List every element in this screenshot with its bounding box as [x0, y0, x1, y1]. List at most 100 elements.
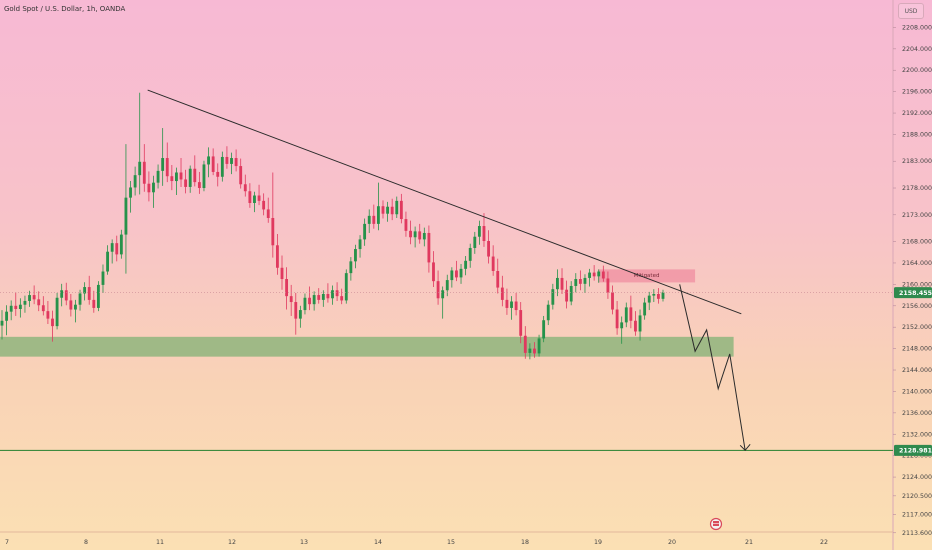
candle[interactable] — [643, 297, 647, 320]
candle[interactable] — [372, 204, 376, 229]
candle[interactable] — [459, 264, 463, 284]
candle[interactable] — [69, 294, 73, 317]
candle[interactable] — [482, 213, 486, 247]
candle[interactable] — [138, 92, 142, 195]
candle[interactable] — [225, 146, 229, 169]
candle[interactable] — [473, 231, 477, 254]
candle[interactable] — [248, 183, 252, 208]
candle[interactable] — [528, 343, 532, 360]
currency-selector[interactable]: USD — [898, 3, 924, 19]
candle[interactable] — [234, 149, 238, 172]
candle[interactable] — [32, 285, 36, 305]
candle[interactable] — [9, 300, 13, 321]
candle[interactable] — [583, 274, 587, 293]
candle[interactable] — [611, 285, 614, 315]
candle[interactable] — [505, 288, 509, 315]
candle[interactable] — [427, 225, 431, 273]
candle[interactable] — [60, 283, 64, 307]
candle[interactable] — [340, 288, 344, 305]
candle[interactable] — [620, 316, 624, 344]
candle[interactable] — [14, 292, 18, 316]
descending-trendline[interactable] — [147, 89, 742, 315]
candle[interactable] — [285, 267, 289, 310]
candle[interactable] — [418, 223, 422, 244]
candle[interactable] — [542, 315, 546, 343]
candle[interactable] — [165, 142, 169, 183]
candle[interactable] — [243, 174, 247, 197]
candle[interactable] — [634, 311, 637, 336]
candle[interactable] — [96, 281, 100, 312]
candle[interactable] — [363, 218, 367, 246]
candle[interactable] — [275, 234, 279, 275]
candle[interactable] — [455, 260, 458, 282]
candle[interactable] — [358, 235, 362, 258]
candle[interactable] — [390, 198, 394, 221]
candle[interactable] — [161, 128, 165, 186]
candle[interactable] — [271, 172, 275, 258]
candle[interactable] — [253, 191, 256, 213]
candle[interactable] — [624, 302, 628, 328]
candle[interactable] — [496, 258, 500, 294]
candle[interactable] — [436, 270, 440, 305]
candle[interactable] — [638, 309, 642, 341]
candle[interactable] — [119, 229, 123, 259]
candle[interactable] — [514, 292, 518, 316]
candle[interactable] — [124, 144, 128, 274]
candle[interactable] — [422, 227, 426, 247]
candle[interactable] — [175, 167, 178, 195]
candle[interactable] — [432, 251, 435, 288]
candle[interactable] — [64, 282, 68, 306]
candle[interactable] — [546, 300, 550, 326]
candle[interactable] — [556, 269, 559, 297]
candle[interactable] — [588, 268, 591, 287]
candle[interactable] — [18, 298, 22, 318]
candle[interactable] — [487, 230, 490, 264]
candle[interactable] — [266, 197, 270, 223]
candle[interactable] — [106, 245, 109, 275]
candle[interactable] — [464, 255, 468, 276]
candle[interactable] — [317, 288, 321, 304]
candle[interactable] — [574, 273, 578, 293]
candle[interactable] — [560, 268, 564, 295]
candle[interactable] — [298, 305, 302, 328]
candle[interactable] — [239, 158, 243, 189]
candle[interactable] — [551, 283, 555, 310]
candle[interactable] — [133, 166, 137, 196]
candle[interactable] — [216, 163, 220, 187]
candle[interactable] — [413, 226, 417, 248]
candle[interactable] — [110, 239, 114, 264]
candle[interactable] — [597, 269, 601, 283]
candle[interactable] — [606, 271, 610, 299]
candle[interactable] — [184, 169, 188, 194]
candle[interactable] — [5, 305, 9, 336]
candle[interactable] — [615, 300, 619, 335]
candle[interactable] — [629, 295, 633, 329]
candle[interactable] — [569, 281, 573, 306]
candle[interactable] — [230, 152, 233, 175]
projected-path[interactable] — [679, 284, 746, 451]
candle[interactable] — [179, 158, 183, 187]
candle[interactable] — [188, 165, 192, 193]
candle[interactable] — [404, 211, 408, 237]
candle[interactable] — [381, 200, 385, 219]
candle[interactable] — [207, 147, 210, 178]
candle[interactable] — [468, 243, 472, 268]
candle[interactable] — [152, 175, 155, 208]
candle[interactable] — [101, 264, 105, 293]
candle[interactable] — [647, 291, 651, 311]
candle[interactable] — [202, 160, 206, 192]
candle[interactable] — [294, 292, 298, 335]
candle[interactable] — [220, 151, 224, 182]
candle[interactable] — [321, 290, 325, 307]
candle[interactable] — [661, 289, 665, 302]
candle[interactable] — [477, 220, 481, 245]
candle[interactable] — [289, 284, 293, 316]
candle[interactable] — [115, 235, 119, 262]
candle[interactable] — [344, 269, 348, 304]
candle[interactable] — [92, 290, 96, 313]
mitigated-zone[interactable] — [598, 269, 696, 283]
candle[interactable] — [41, 296, 45, 316]
candle[interactable] — [312, 291, 316, 311]
support-zone[interactable] — [0, 336, 734, 357]
candle[interactable] — [565, 280, 569, 309]
